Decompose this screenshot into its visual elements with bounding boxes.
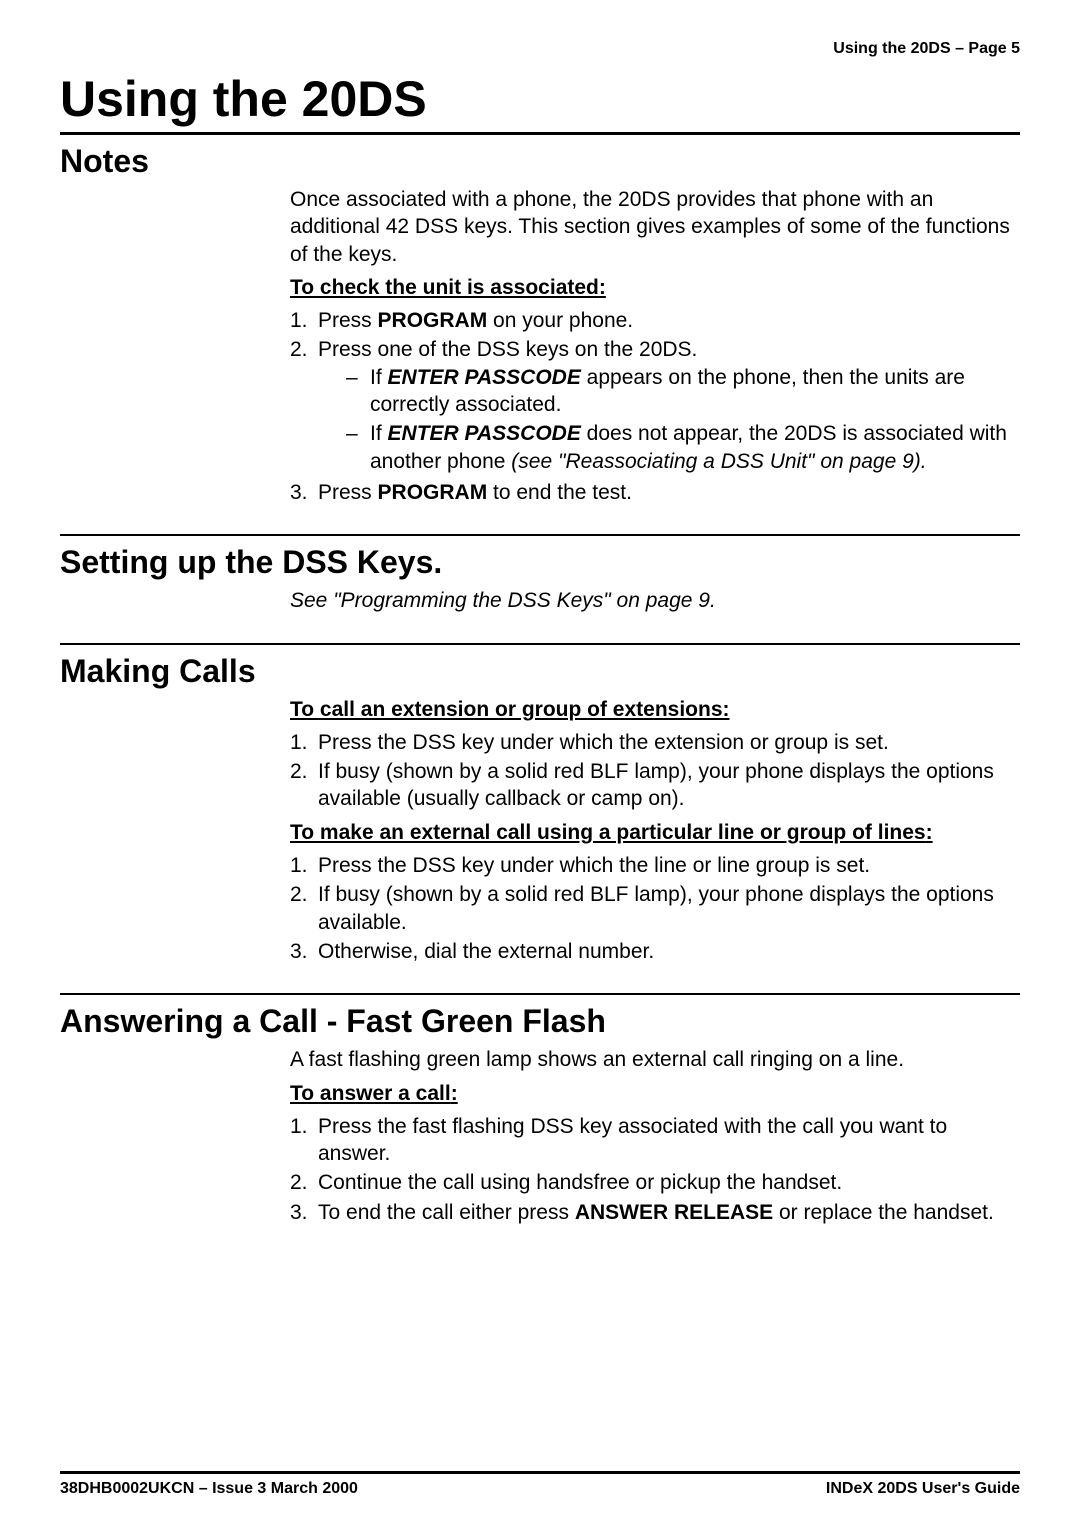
- subitem-text: If ENTER PASSCODE does not appear, the 2…: [370, 420, 1020, 475]
- step-number: 2.: [290, 758, 318, 813]
- answering-steps: 1.Press the fast flashing DSS key associ…: [290, 1113, 1020, 1226]
- list-item: 1. Press PROGRAM on your phone.: [290, 307, 1020, 334]
- step-number: 3.: [290, 479, 318, 506]
- step-text: Press the DSS key under which the extens…: [318, 729, 1020, 756]
- text-part: on your phone.: [487, 309, 633, 332]
- step-text: Press the DSS key under which the line o…: [318, 852, 1020, 879]
- answering-intro: A fast flashing green lamp shows an exte…: [290, 1046, 1020, 1073]
- step-number: 1.: [290, 307, 318, 334]
- notes-sublist: – If ENTER PASSCODE appears on the phone…: [318, 364, 1020, 475]
- setting-cross-reference: See "Programming the DSS Keys" on page 9…: [290, 587, 1020, 614]
- list-item: 3.Otherwise, dial the external number.: [290, 938, 1020, 965]
- answering-heading: Answering a Call - Fast Green Flash: [60, 1003, 1020, 1040]
- making-steps-2: 1.Press the DSS key under which the line…: [290, 852, 1020, 965]
- list-item: 2.Continue the call using handsfree or p…: [290, 1169, 1020, 1196]
- program-keyword: PROGRAM: [378, 481, 488, 504]
- step-number: 1.: [290, 852, 318, 879]
- list-item: – If ENTER PASSCODE does not appear, the…: [346, 420, 1020, 475]
- enter-passcode-keyword: ENTER PASSCODE: [388, 366, 581, 389]
- setting-body: See "Programming the DSS Keys" on page 9…: [290, 587, 1020, 614]
- section-answering: Answering a Call - Fast Green Flash A fa…: [60, 993, 1020, 1226]
- text-part: Press one of the DSS keys on the 20DS.: [318, 338, 697, 361]
- subhead-colon: :: [723, 698, 730, 721]
- making-subhead-external: To make an external call using a particu…: [290, 819, 1020, 846]
- enter-passcode-keyword: ENTER PASSCODE: [388, 422, 581, 445]
- running-header: Using the 20DS – Page 5: [60, 40, 1020, 58]
- text-part: Press: [318, 481, 378, 504]
- step-text: If busy (shown by a solid red BLF lamp),…: [318, 758, 1020, 813]
- answer-release-keyword: ANSWER RELEASE: [575, 1201, 773, 1224]
- step-text: Continue the call using handsfree or pic…: [318, 1169, 1020, 1196]
- text-part: If: [370, 422, 388, 445]
- list-item: 3.To end the call either press ANSWER RE…: [290, 1199, 1020, 1226]
- step-number: 2.: [290, 1169, 318, 1196]
- subhead-colon: :: [926, 821, 933, 844]
- subitem-text: If ENTER PASSCODE appears on the phone, …: [370, 364, 1020, 419]
- notes-heading: Notes: [60, 143, 1020, 180]
- answering-body: A fast flashing green lamp shows an exte…: [290, 1046, 1020, 1226]
- section-setting: Setting up the DSS Keys. See "Programmin…: [60, 534, 1020, 614]
- footer-left: 38DHB0002UKCN – Issue 3 March 2000: [60, 1480, 358, 1498]
- subhead-text: To check the unit is associated: [290, 276, 599, 299]
- section-making-calls: Making Calls To call an extension or gro…: [60, 643, 1020, 966]
- subhead-colon: :: [451, 1082, 458, 1105]
- section-notes: Notes Once associated with a phone, the …: [60, 143, 1020, 506]
- page-footer: 38DHB0002UKCN – Issue 3 March 2000 INDeX…: [60, 1471, 1020, 1498]
- list-item: 2.If busy (shown by a solid red BLF lamp…: [290, 881, 1020, 936]
- subhead-colon: :: [599, 276, 606, 299]
- dash-bullet: –: [346, 364, 370, 419]
- making-subhead-extension: To call an extension or group of extensi…: [290, 696, 1020, 723]
- subhead-text: To call an extension or group of extensi…: [290, 698, 723, 721]
- answering-subhead: To answer a call:: [290, 1080, 1020, 1107]
- making-steps-1: 1.Press the DSS key under which the exte…: [290, 729, 1020, 813]
- document-title: Using the 20DS: [60, 70, 1020, 135]
- subhead-text: To make an external call using a particu…: [290, 821, 926, 844]
- step-text: If busy (shown by a solid red BLF lamp),…: [318, 881, 1020, 936]
- subhead-text: To answer a call: [290, 1082, 451, 1105]
- step-text: To end the call either press ANSWER RELE…: [318, 1199, 1020, 1226]
- text-part: To end the call either press: [318, 1201, 575, 1224]
- list-item: – If ENTER PASSCODE appears on the phone…: [346, 364, 1020, 419]
- list-item: 3. Press PROGRAM to end the test.: [290, 479, 1020, 506]
- list-item: 1.Press the DSS key under which the exte…: [290, 729, 1020, 756]
- step-text: Press PROGRAM on your phone.: [318, 307, 1020, 334]
- making-heading: Making Calls: [60, 653, 1020, 690]
- list-item: 2.If busy (shown by a solid red BLF lamp…: [290, 758, 1020, 813]
- list-item: 2. Press one of the DSS keys on the 20DS…: [290, 336, 1020, 476]
- step-text: Otherwise, dial the external number.: [318, 938, 1020, 965]
- setting-heading: Setting up the DSS Keys.: [60, 544, 1020, 581]
- cross-reference: (see "Reassociating a DSS Unit" on page …: [511, 450, 926, 473]
- text-part: Press: [318, 309, 378, 332]
- dash-bullet: –: [346, 420, 370, 475]
- step-number: 1.: [290, 1113, 318, 1168]
- text-part: or replace the handset.: [773, 1201, 994, 1224]
- list-item: 1.Press the fast flashing DSS key associ…: [290, 1113, 1020, 1168]
- step-number: 3.: [290, 938, 318, 965]
- text-part: If: [370, 366, 388, 389]
- step-number: 2.: [290, 881, 318, 936]
- step-text: Press one of the DSS keys on the 20DS. –…: [318, 336, 1020, 476]
- notes-subhead-check: To check the unit is associated:: [290, 274, 1020, 301]
- list-item: 1.Press the DSS key under which the line…: [290, 852, 1020, 879]
- notes-steps: 1. Press PROGRAM on your phone. 2. Press…: [290, 307, 1020, 506]
- step-number: 3.: [290, 1199, 318, 1226]
- text-part: to end the test.: [487, 481, 632, 504]
- step-text: Press PROGRAM to end the test.: [318, 479, 1020, 506]
- step-number: 1.: [290, 729, 318, 756]
- step-text: Press the fast flashing DSS key associat…: [318, 1113, 1020, 1168]
- step-number: 2.: [290, 336, 318, 476]
- footer-right: INDeX 20DS User's Guide: [826, 1480, 1020, 1498]
- notes-intro: Once associated with a phone, the 20DS p…: [290, 186, 1020, 268]
- making-body: To call an extension or group of extensi…: [290, 696, 1020, 966]
- program-keyword: PROGRAM: [378, 309, 488, 332]
- notes-body: Once associated with a phone, the 20DS p…: [290, 186, 1020, 506]
